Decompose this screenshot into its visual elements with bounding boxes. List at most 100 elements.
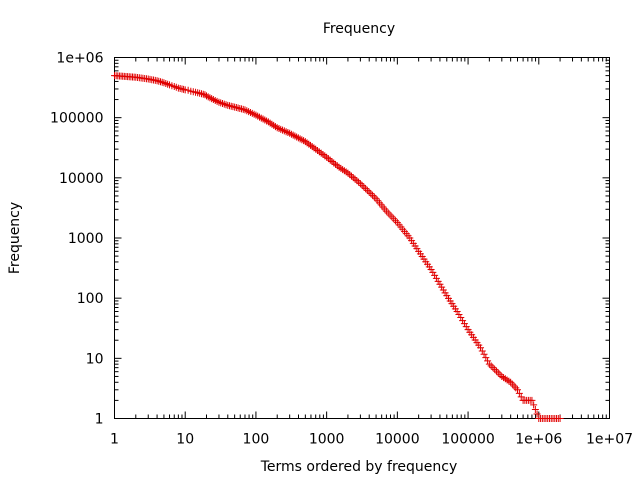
data-point	[494, 369, 502, 377]
y-axis-title: Frequency	[7, 202, 23, 274]
plot-frame	[114, 57, 610, 419]
data-point	[263, 117, 271, 125]
data-point	[206, 94, 214, 102]
data-point	[462, 323, 470, 331]
data-point	[314, 146, 322, 154]
data-point	[480, 350, 488, 358]
data-point	[315, 148, 323, 156]
data-point	[180, 85, 188, 93]
data-point	[487, 362, 495, 370]
y-tick-label: 1	[95, 412, 104, 428]
y-tick-label: 10	[86, 351, 104, 367]
data-point	[229, 103, 237, 111]
data-point	[381, 205, 389, 213]
data-point	[492, 367, 500, 375]
data-point	[496, 371, 504, 379]
x-tick-label: 100	[243, 432, 270, 448]
data-point	[533, 410, 541, 418]
data-point	[386, 211, 394, 219]
data-point	[459, 317, 467, 325]
data-point	[172, 83, 180, 91]
data-point	[204, 93, 212, 101]
data-point	[370, 193, 378, 201]
data-point	[489, 364, 497, 372]
y-tick-label: 10000	[59, 171, 104, 187]
data-point	[239, 105, 247, 113]
data-point	[384, 209, 392, 217]
data-point	[208, 95, 216, 103]
data-point	[505, 377, 513, 385]
data-point	[323, 153, 331, 161]
data-point	[355, 178, 363, 186]
data-point	[347, 172, 355, 180]
x-axis-title: Terms ordered by frequency	[260, 459, 458, 475]
data-point	[356, 180, 364, 188]
data-point	[526, 396, 534, 404]
data-point	[280, 127, 288, 135]
data-point	[390, 215, 398, 223]
data-point	[457, 314, 465, 322]
data-point	[270, 121, 278, 129]
data-point	[478, 347, 486, 355]
data-point	[268, 120, 276, 128]
y-tick-label: 100000	[50, 111, 103, 127]
y-tick-label: 100	[77, 291, 104, 307]
data-point	[328, 158, 336, 166]
data-point	[344, 169, 352, 177]
data-point	[213, 97, 221, 105]
data-point	[498, 372, 506, 380]
data-point	[510, 382, 518, 390]
data-point	[333, 162, 341, 170]
data-point	[222, 101, 230, 109]
data-point	[199, 90, 207, 98]
data-point	[310, 144, 318, 152]
data-point	[337, 164, 345, 172]
data-point	[485, 360, 493, 368]
data-point	[434, 277, 442, 285]
data-point	[282, 128, 290, 136]
data-point	[158, 78, 166, 86]
y-tick-label: 1000	[68, 231, 104, 247]
data-point	[271, 123, 279, 131]
data-point	[475, 341, 483, 349]
data-point	[164, 80, 172, 88]
data-point	[142, 75, 150, 83]
data-point	[363, 186, 371, 194]
data-point	[246, 109, 254, 117]
data-point	[438, 283, 446, 291]
data-point	[151, 76, 159, 84]
x-tick-label: 1e+07	[586, 432, 633, 448]
data-point	[425, 263, 433, 271]
y-axis: 1 10 100 1000 10000 100000 1e+06	[50, 51, 610, 428]
data-point	[517, 393, 525, 401]
x-axis: 1 10 100 1000 10000 100000 1e+06 1e+07	[110, 57, 633, 448]
data-point	[369, 191, 377, 199]
chart-title: Frequency	[323, 21, 395, 37]
data-point	[264, 118, 272, 126]
data-point	[388, 213, 396, 221]
data-point	[273, 124, 281, 132]
data-point	[326, 156, 334, 164]
data-point	[332, 160, 340, 168]
data-point	[335, 163, 343, 171]
data-point	[392, 217, 400, 225]
data-point	[259, 115, 267, 123]
data-point	[431, 271, 439, 279]
data-point	[261, 116, 269, 124]
data-point	[319, 151, 327, 159]
data-point	[513, 386, 521, 394]
data-point	[248, 109, 256, 117]
data-point	[455, 311, 463, 319]
data-point	[554, 415, 562, 422]
data-point	[220, 100, 228, 108]
data-point	[217, 99, 225, 107]
data-point	[491, 365, 499, 373]
data-point	[203, 92, 211, 100]
data-point	[162, 79, 170, 87]
data-point	[284, 128, 292, 136]
data-point	[353, 177, 361, 185]
data-point	[257, 114, 265, 122]
data-point	[168, 82, 176, 90]
data-point	[360, 183, 368, 191]
